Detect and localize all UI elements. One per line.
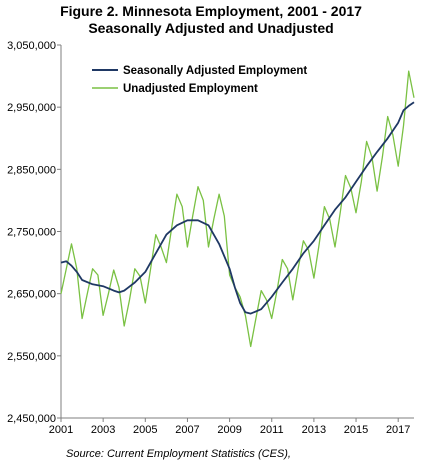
y-tick-label: 2,950,000 bbox=[7, 102, 56, 114]
y-tick-label: 2,650,000 bbox=[7, 289, 56, 301]
x-tick-label: 2001 bbox=[49, 424, 73, 436]
y-tick-label: 2,550,000 bbox=[7, 351, 56, 363]
chart-title: Figure 2. Minnesota Employment, 2001 - 2… bbox=[0, 3, 422, 37]
y-tick-label: 2,750,000 bbox=[7, 227, 56, 239]
x-tick-label: 2017 bbox=[386, 424, 410, 436]
x-tick-label: 2013 bbox=[302, 424, 326, 436]
x-tick-label: 2003 bbox=[91, 424, 115, 436]
y-tick-label: 3,050,000 bbox=[7, 40, 56, 52]
legend: Seasonally Adjusted Employment Unadjusted… bbox=[92, 65, 307, 95]
axes bbox=[57, 44, 414, 422]
y-tick-label: 2,450,000 bbox=[7, 413, 56, 425]
chart-subtitle: Seasonally Adjusted and Unadjusted bbox=[88, 20, 334, 36]
x-tick-label: 2005 bbox=[133, 424, 157, 436]
x-tick-label: 2015 bbox=[344, 424, 368, 436]
x-tick-label: 2011 bbox=[260, 424, 284, 436]
series-line-unadjusted bbox=[60, 70, 415, 348]
x-axis-tick-labels: 2001 2003 2005 2007 2009 2011 2013 2015 2017 bbox=[49, 424, 411, 436]
series-lines bbox=[60, 70, 415, 348]
x-tick-label: 2009 bbox=[217, 424, 241, 436]
series-line-seasonally-adjusted bbox=[60, 101, 415, 315]
chart-title-line1: Figure 2. Minnesota Employment, 2001 - 2… bbox=[60, 3, 362, 19]
y-tick-label: 2,850,000 bbox=[7, 164, 56, 176]
y-axis-tick-labels: 2,450,000 2,550,000 2,650,000 2,750,000 2,85… bbox=[7, 40, 56, 425]
x-tick-label: 2007 bbox=[175, 424, 199, 436]
source-note: Source: Current Employment Statistics (C… bbox=[66, 448, 291, 460]
legend-label: Unadjusted Employment bbox=[123, 83, 258, 95]
legend-label: Seasonally Adjusted Employment bbox=[123, 65, 307, 77]
